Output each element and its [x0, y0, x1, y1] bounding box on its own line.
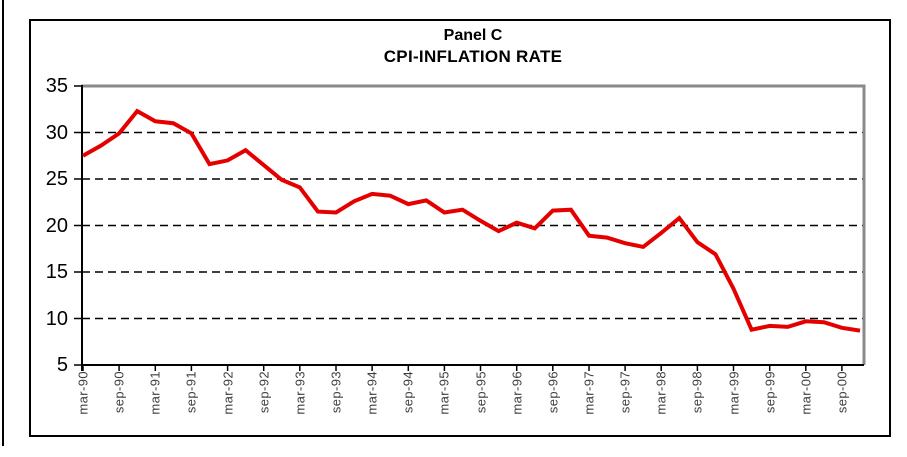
x-axis-tick-label: sep-94	[400, 371, 416, 414]
x-axis-tick-label: sep-90	[111, 371, 127, 414]
x-axis-tick-label: mar-96	[509, 371, 525, 415]
x-axis-tick-label: sep-97	[617, 371, 633, 414]
x-axis-tick-label: sep-99	[762, 371, 778, 414]
x-axis-tick-label: sep-95	[473, 371, 488, 414]
chart-frame	[29, 19, 891, 437]
x-axis-tick-label: mar-97	[581, 371, 597, 415]
x-axis-tick-label: mar-91	[147, 371, 163, 415]
x-axis-tick-label: mar-94	[364, 371, 380, 415]
x-axis-tick-label: sep-98	[689, 371, 705, 414]
x-axis-tick-label: sep-00	[834, 371, 850, 414]
plot-area-border	[81, 84, 866, 365]
panel-label: Panel C	[443, 27, 503, 44]
y-axis-tick-label: 15	[45, 261, 68, 283]
x-axis-tick-label: mar-92	[220, 371, 236, 415]
x-axis-tick-label: mar-99	[726, 371, 741, 415]
chart-main-title: CPI-INFLATION RATE	[383, 47, 563, 66]
x-axis-tick-label: sep-96	[545, 371, 561, 414]
y-axis-tick-label: 25	[45, 168, 68, 190]
x-axis-tick-label: sep-92	[256, 371, 272, 414]
chart-title: Panel C CPI-INFLATION RATE	[82, 26, 864, 68]
x-axis-tick-label: sep-93	[328, 371, 344, 414]
y-axis-tick-label: 5	[56, 354, 68, 376]
inflation-line-series	[82, 108, 861, 333]
page-edge-line	[2, 0, 4, 446]
y-axis-tick-label: 10	[45, 307, 68, 330]
y-axis-tick-label: 20	[45, 214, 68, 237]
x-axis-tick-label: mar-95	[436, 371, 452, 415]
x-axis-tick-label: mar-00	[798, 371, 814, 415]
x-axis-tick-label: sep-91	[183, 371, 199, 414]
x-axis-tick-label: mar-98	[653, 371, 669, 415]
y-axis-tick-label: 35	[45, 75, 68, 97]
y-axis-tick-label: 30	[45, 121, 68, 144]
x-axis-tick-label: mar-93	[292, 371, 308, 415]
x-axis-tick-label: mar-90	[75, 371, 91, 415]
